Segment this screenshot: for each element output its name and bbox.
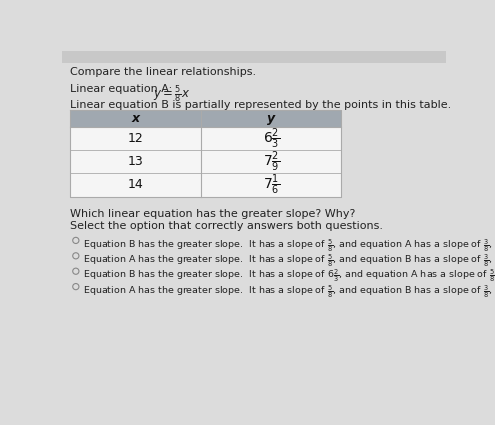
Bar [70, 173, 341, 196]
Text: Which linear equation has the greater slope? Why?: Which linear equation has the greater sl… [70, 209, 355, 219]
Text: 14: 14 [128, 178, 144, 192]
Text: 12: 12 [128, 132, 144, 145]
Bar [62, 51, 446, 62]
Text: $6\frac{2}{3}$: $6\frac{2}{3}$ [263, 127, 280, 151]
Text: Equation B has the greater slope.  It has a slope of $\frac{5}{8}$, and equation: Equation B has the greater slope. It has… [83, 237, 495, 254]
Text: Linear equation A:: Linear equation A: [70, 84, 175, 94]
Text: Equation A has the greater slope.  It has a slope of $\frac{5}{8}$, and equation: Equation A has the greater slope. It has… [83, 283, 495, 300]
Bar [70, 150, 341, 173]
Text: $7\frac{2}{9}$: $7\frac{2}{9}$ [263, 150, 280, 174]
Text: Select the option that correctly answers both questions.: Select the option that correctly answers… [70, 221, 383, 231]
Text: 13: 13 [128, 156, 144, 168]
Text: x: x [132, 112, 140, 125]
Text: $7\frac{1}{6}$: $7\frac{1}{6}$ [263, 173, 280, 197]
Text: Linear equation B is partially represented by the points in this table.: Linear equation B is partially represent… [70, 99, 451, 110]
Text: Equation A has the greater slope.  It has a slope of $\frac{5}{8}$, and equation: Equation A has the greater slope. It has… [83, 252, 495, 269]
Text: Compare the linear relationships.: Compare the linear relationships. [70, 67, 256, 77]
Bar [70, 110, 341, 127]
Bar [70, 127, 341, 150]
Text: $y = \frac{5}{8}x$: $y = \frac{5}{8}x$ [152, 83, 190, 105]
Text: y: y [267, 112, 275, 125]
Text: Equation B has the greater slope.  It has a slope of $6\frac{2}{3}$, and equatio: Equation B has the greater slope. It has… [83, 267, 495, 284]
